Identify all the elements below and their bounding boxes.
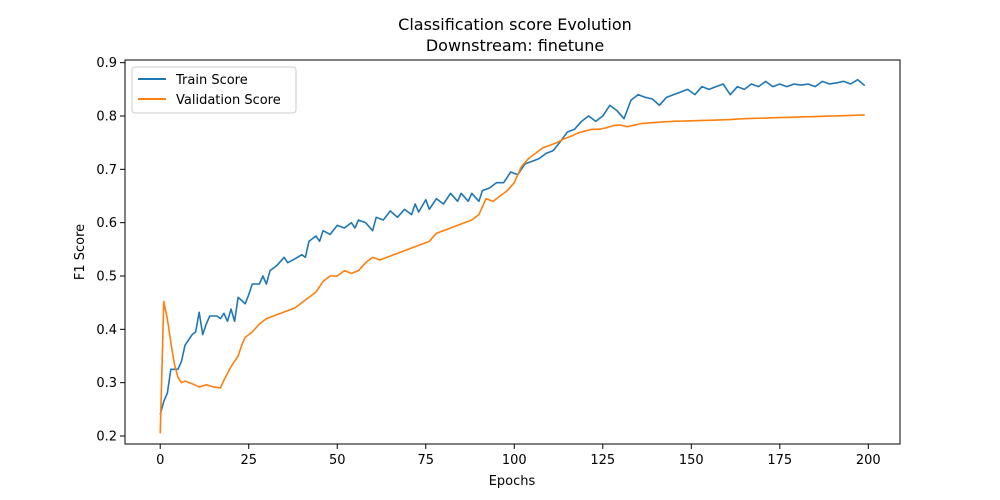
- y-tick-label-0.5: 0.5: [96, 270, 117, 285]
- y-axis-label: F1 Score: [73, 224, 88, 280]
- y-tick-label-0.3: 0.3: [96, 376, 117, 391]
- x-tick-label-0: 0: [156, 453, 164, 468]
- x-tick-label-175: 175: [767, 453, 792, 468]
- chart-title: Classification score Evolution: [398, 15, 632, 34]
- y-axis-ticks: 0.2 0.3 0.4 0.5 0.6 0.7 0.8 0.9: [96, 56, 125, 445]
- y-tick-label-0.9: 0.9: [96, 56, 117, 71]
- legend-box: [131, 66, 297, 114]
- y-tick-label-0.2: 0.2: [96, 430, 117, 445]
- x-axis-label: Epochs: [489, 474, 536, 489]
- x-axis-ticks: 0 25 50 75 100 125 150 175 200: [156, 444, 881, 468]
- series-line-train-score: [159, 78, 866, 415]
- y-tick-label-0.6: 0.6: [96, 216, 117, 231]
- x-tick-label-100: 100: [502, 453, 527, 468]
- x-tick-label-200: 200: [856, 453, 881, 468]
- y-tick-label-0.7: 0.7: [96, 163, 117, 178]
- series-layer: [159, 78, 866, 434]
- x-tick-label-50: 50: [329, 453, 346, 468]
- y-tick-label-0.4: 0.4: [96, 323, 117, 338]
- series-line-validation-score: [159, 114, 865, 434]
- chart-subtitle: Downstream: finetune: [426, 36, 604, 55]
- x-tick-label-25: 25: [240, 453, 257, 468]
- x-tick-label-125: 125: [590, 453, 615, 468]
- y-tick-label-0.8: 0.8: [96, 110, 117, 125]
- legend-label-validation-score: Validation Score: [176, 93, 281, 108]
- legend-label-train-score: Train Score: [175, 73, 248, 88]
- legend: Train Score Validation Score: [131, 66, 297, 114]
- x-tick-label-75: 75: [417, 453, 434, 468]
- plot-area: 0 25 50 75 100 125 150 175 200 0.20.30.40.50.60.…: [96, 56, 901, 468]
- x-tick-label-150: 150: [679, 453, 704, 468]
- axes-frame: [124, 59, 901, 445]
